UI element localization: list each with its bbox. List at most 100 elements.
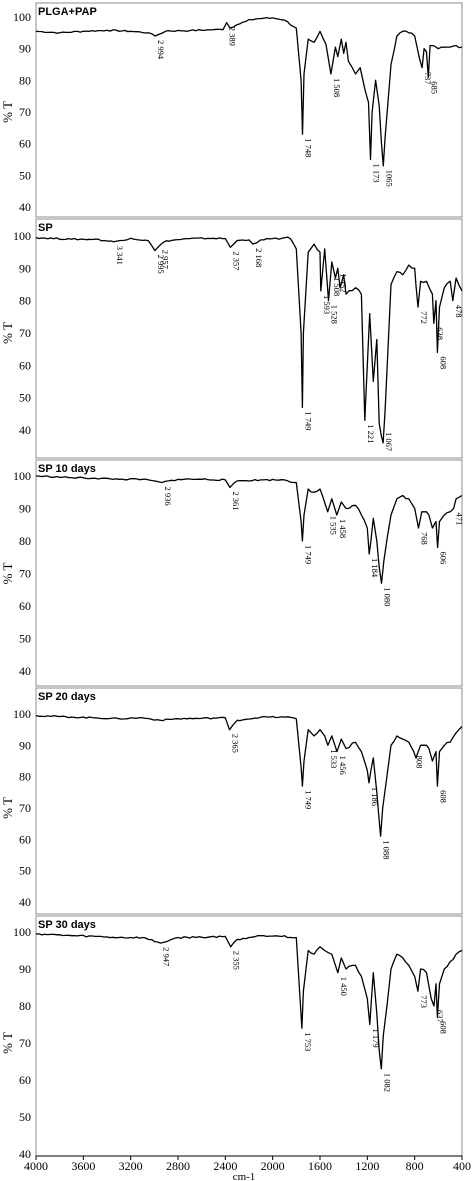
peak-label: 2 389 [228, 27, 238, 46]
peak-label: 3 341 [115, 246, 125, 265]
peak-label: 1 450 [339, 977, 349, 996]
y-tick-label: 80 [19, 999, 31, 1013]
peak-label: 608 [438, 1021, 448, 1034]
spectrum-line [35, 236, 463, 444]
y-tick-label: 80 [19, 770, 31, 784]
peak-label: 1 748 [304, 138, 314, 157]
panel-frame [35, 2, 463, 218]
y-tick-label: 100 [13, 469, 31, 483]
y-tick-label: 90 [19, 261, 31, 275]
peak-label: 1 067 [384, 432, 394, 451]
peak-label: 2 361 [231, 491, 241, 510]
peak-label: 1 456 [338, 756, 348, 775]
x-axis: 4000 3600 3200 2800 2400 2000 1600 1200 800 400 cm… [24, 1155, 471, 1181]
panel-title: SP 10 days [38, 463, 96, 475]
peak-label: 1 452 [339, 273, 349, 292]
spectrum-panel-3: SP 10 days 40 50 60 70 80 90 100 % T 2 936 2 361 1 … [0, 459, 465, 687]
y-axis-label: % T [0, 101, 15, 123]
peak-label: 1 528 [330, 305, 340, 324]
peak-label: 808 [415, 756, 425, 769]
peak-label: 2 947 [162, 947, 172, 966]
y-axis-label: % T [0, 563, 15, 585]
x-tick-label: 800 [406, 1159, 424, 1173]
x-tick-label: 2400 [213, 1159, 237, 1173]
peak-label: 1 593 [322, 295, 332, 314]
y-tick-label: 40 [19, 423, 31, 437]
peak-label: 2 994 [156, 40, 166, 60]
y-tick-label: 90 [19, 42, 31, 56]
y-tick-label: 80 [19, 534, 31, 548]
peak-label: 2 995 [156, 255, 166, 274]
peak-label: 2 365 [231, 734, 241, 753]
y-tick-label: 90 [19, 502, 31, 516]
peak-label: 2 957 [160, 250, 170, 269]
peak-label: 608 [438, 356, 448, 369]
y-tick-label: 90 [19, 962, 31, 976]
x-tick-label: 400 [453, 1159, 471, 1173]
y-tick-label: 70 [19, 567, 31, 581]
y-tick-label: 50 [19, 864, 31, 878]
peak-label: 1 080 [383, 587, 393, 606]
peak-label: 685 [429, 81, 439, 94]
y-tick-label: 80 [19, 73, 31, 87]
y-axis-label: % T [0, 797, 15, 819]
y-tick-label: 100 [13, 707, 31, 721]
y-tick-label: 50 [19, 168, 31, 182]
spectrum-line [36, 933, 463, 1070]
peak-label: 637 [435, 1010, 445, 1023]
peak-label: 1 753 [303, 1032, 313, 1051]
peak-label: 478 [454, 305, 464, 318]
y-tick-label: 70 [19, 801, 31, 815]
peak-label: 1 088 [382, 840, 392, 859]
y-tick-label: 70 [19, 105, 31, 119]
peak-label: 773 [419, 995, 429, 1008]
panel-title: PLGA+PAP [38, 6, 97, 18]
panel-frame [35, 687, 463, 915]
peak-label: 1 221 [366, 424, 376, 443]
x-tick-label: 1200 [355, 1159, 379, 1173]
y-tick-label: 50 [19, 391, 31, 405]
x-tick-label: 1600 [308, 1159, 332, 1173]
peak-label: 1 082 [382, 1073, 392, 1092]
peak-label: 737 [423, 72, 433, 85]
spectrum-line [35, 16, 463, 167]
x-tick-label: 3200 [119, 1159, 143, 1173]
y-tick-label: 60 [19, 358, 31, 372]
peak-label: 1 535 [329, 516, 339, 535]
y-tick-label: 100 [13, 229, 31, 243]
panel-frame [35, 915, 463, 1157]
y-tick-label: 60 [19, 832, 31, 846]
y-tick-label: 60 [19, 599, 31, 613]
peak-label: 1065 [384, 170, 394, 187]
x-tick-label: 3600 [71, 1159, 95, 1173]
y-tick-label: 70 [19, 1036, 31, 1050]
y-tick-label: 90 [19, 738, 31, 752]
y-tick-label: 50 [19, 632, 31, 646]
peak-label: 1 749 [303, 411, 313, 430]
y-axis-label: % T [0, 322, 15, 344]
peak-label: 1 508 [332, 78, 342, 97]
y-tick-label: 100 [13, 925, 31, 939]
y-tick-label: 40 [19, 200, 31, 214]
y-tick-label: 40 [19, 664, 31, 678]
x-tick-label: 4000 [24, 1159, 48, 1173]
spectrum-panel-4: SP 20 days 40 50 60 70 80 90 100 % T 2 365 1 749 1 … [0, 687, 463, 915]
spectrum-line [35, 714, 463, 837]
y-tick-label: 80 [19, 294, 31, 308]
peak-label: 1 749 [303, 545, 313, 564]
peak-label: 471 [455, 513, 465, 526]
y-tick-label: 60 [19, 1073, 31, 1087]
peak-label: 638 [435, 327, 445, 340]
peak-label: 606 [439, 552, 449, 565]
peak-label: 772 [419, 311, 429, 324]
panel-title: SP 30 days [38, 919, 96, 931]
peak-label: 1 458 [338, 519, 348, 538]
x-axis-label: cm-1 [233, 1171, 256, 1181]
peak-label: 768 [420, 532, 430, 545]
y-tick-label: 70 [19, 326, 31, 340]
spectrum-panel-5: SP 30 days 40 50 60 70 80 90 100 % T 2 947 2 355 1 … [0, 915, 463, 1161]
panel-title: SP [38, 222, 53, 234]
spectrum-panel-1: PLGA+PAP 40 50 60 70 80 90 100 % T 2 994 2 389 1 74… [0, 2, 463, 218]
y-tick-label: 50 [19, 1110, 31, 1124]
